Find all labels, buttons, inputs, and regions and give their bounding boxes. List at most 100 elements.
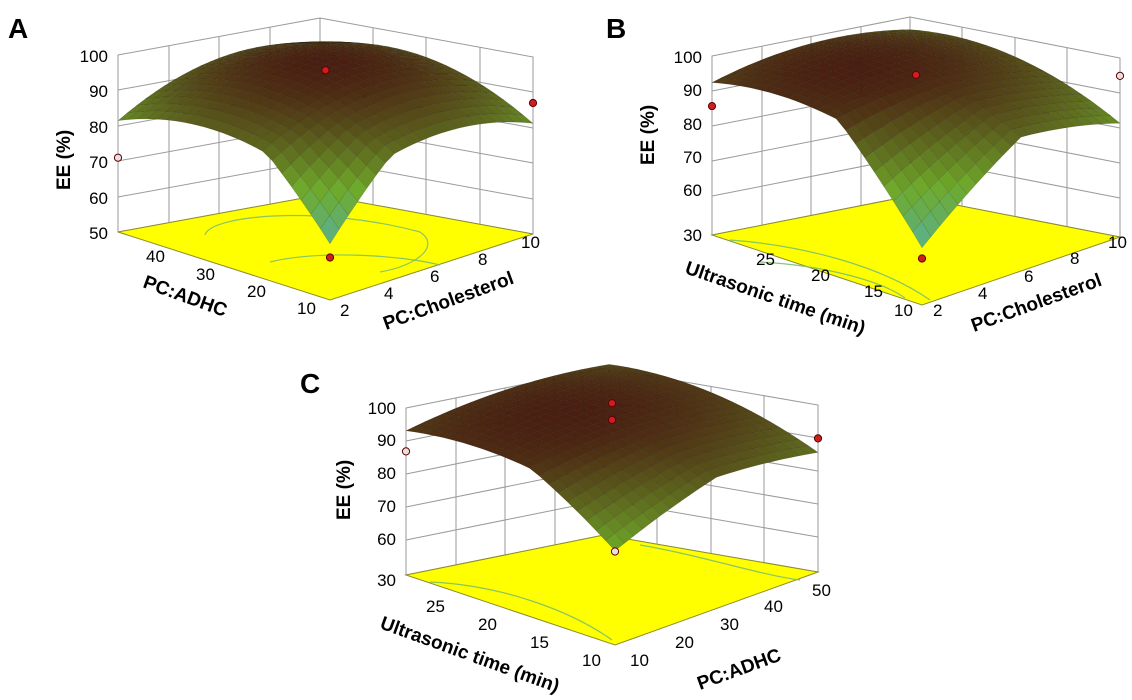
panel-c-z-ticks: 100 90 80 70 60 30 (368, 399, 396, 590)
design-point (610, 547, 620, 556)
surface-cell (642, 506, 662, 523)
panel-c-z-tick: 30 (377, 571, 396, 590)
design-point (528, 98, 538, 108)
panel-c-x-tick: 20 (478, 615, 497, 634)
surface-cell (1092, 115, 1112, 125)
panel-letter-c: C (300, 368, 320, 399)
design-point (607, 415, 617, 424)
panel-a-x-tick: 40 (146, 247, 165, 266)
panel-letter-b: B (606, 13, 626, 44)
panel-b-design-points (707, 70, 1125, 263)
panel-b-z-tick: 80 (683, 115, 702, 134)
panel-c-z-axis-label: EE (%) (334, 460, 355, 520)
panel-c-y-axis-label: PC:ADHC (695, 645, 785, 695)
surface-cell (912, 221, 932, 249)
panel-a-y-axis-label: PC:Cholesterol (381, 268, 517, 335)
panel-c-z-tick: 60 (377, 530, 396, 549)
panel-c-x-axis-label: Ultrasonic time (min) (377, 613, 562, 697)
surface-cell (1029, 123, 1049, 133)
panel-c: C 100 90 80 (300, 364, 831, 697)
panel-b: B 100 90 80 (606, 13, 1127, 339)
panel-b-z-tick: 30 (683, 226, 702, 245)
design-point (401, 447, 411, 456)
panel-a-z-tick: 70 (89, 153, 108, 172)
surface-cell (347, 177, 368, 202)
panel-a-z-tick: 90 (89, 82, 108, 101)
panel-b-z-tick: 60 (683, 181, 702, 200)
panel-c-floor-contours (429, 544, 801, 641)
panel-b-x-ticks: 25 20 15 10 (756, 250, 913, 320)
panel-c-x-tick: 15 (530, 633, 549, 652)
design-point (707, 102, 717, 111)
surface-cell (1056, 118, 1076, 128)
surface-cell (1083, 116, 1103, 125)
panel-b-z-axis-label: EE (%) (638, 105, 659, 165)
panel-a-z-tick: 80 (89, 118, 108, 137)
panel-b-y-ticks: 2 4 6 8 10 (933, 233, 1127, 320)
design-point (113, 153, 123, 162)
surface-cell (1020, 124, 1040, 135)
panel-b-z-tick: 100 (674, 48, 702, 67)
panel-b-x-tick: 10 (894, 301, 913, 320)
panel-a-y-tick: 8 (478, 250, 487, 269)
panel-c-y-tick: 50 (812, 581, 831, 600)
panel-b-x-tick: 15 (864, 282, 883, 301)
surface-cell (1074, 116, 1094, 126)
panel-b-response-surface (711, 29, 1121, 249)
panel-a-y-tick: 6 (430, 267, 439, 286)
panel-c-z-tick: 80 (377, 464, 396, 483)
panel-c-x-tick: 25 (426, 597, 445, 616)
panel-c-floor (404, 534, 820, 646)
panel-a-z-tick: 60 (89, 189, 108, 208)
panel-a-y-tick: 2 (340, 301, 349, 320)
design-point (911, 70, 921, 80)
panel-b-y-tick: 6 (1024, 267, 1033, 286)
panel-b-z-tick: 70 (683, 148, 702, 167)
panel-c-z-tick: 70 (377, 497, 396, 516)
panel-b-z-tick: 90 (683, 81, 702, 100)
panel-c-y-tick: 20 (675, 633, 694, 652)
panel-c-y-ticks: 10 20 30 40 50 (630, 581, 831, 670)
surface-cell (1038, 121, 1058, 132)
panel-c-x-tick: 10 (582, 651, 601, 670)
panel-a-floor-contours (204, 214, 441, 273)
panel-a-z-tick: 100 (80, 47, 108, 66)
panel-a-response-surface (117, 41, 534, 245)
panel-a-floor (117, 194, 534, 301)
panel-a-z-axis-label: EE (%) (54, 130, 75, 190)
panel-c-response-surface (405, 364, 819, 552)
panel-a-x-tick: 10 (297, 299, 316, 318)
surface-cell (495, 113, 515, 123)
panel-b-z-ticks: 100 90 80 70 60 30 (674, 48, 702, 245)
surface-cell (605, 533, 625, 552)
design-point (325, 253, 335, 262)
design-point (607, 399, 617, 408)
surface-cell (1065, 117, 1085, 127)
panel-letter-a: A (8, 13, 28, 44)
panel-b-y-tick: 8 (1070, 249, 1079, 268)
panel-b-y-tick: 4 (978, 284, 987, 303)
panel-c-y-tick: 10 (630, 651, 649, 670)
panel-a-x-tick: 20 (247, 282, 266, 301)
panel-c-z-tick: 100 (368, 399, 396, 418)
panel-b-floor-contours (729, 239, 931, 301)
design-point (813, 434, 823, 443)
panel-b-floor (710, 195, 1122, 306)
panel-a-x-tick: 30 (196, 265, 215, 284)
panel-a-x-axis-label: PC:ADHC (140, 272, 230, 322)
panel-a-design-points (113, 66, 538, 262)
panel-a-z-ticks: 100 90 80 70 60 50 (80, 47, 108, 243)
panel-b-y-tick: 10 (1108, 233, 1127, 252)
design-point (1115, 71, 1125, 81)
panel-c-y-tick: 40 (764, 597, 783, 616)
panel-a-y-tick: 4 (384, 284, 393, 303)
panel-c-z-tick: 90 (377, 431, 396, 450)
panel-c-x-ticks: 25 20 15 10 (426, 597, 601, 670)
surface-cell (393, 135, 414, 149)
panel-a-x-ticks: 40 30 20 10 (146, 247, 316, 318)
panel-b-x-tick: 25 (756, 250, 775, 269)
panel-b-x-tick: 20 (811, 266, 830, 285)
panel-a-z-tick: 50 (89, 224, 108, 243)
panel-a: A 100 90 (8, 13, 540, 335)
